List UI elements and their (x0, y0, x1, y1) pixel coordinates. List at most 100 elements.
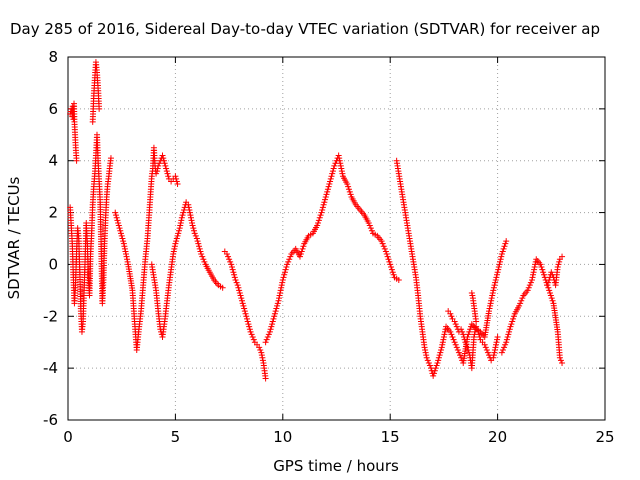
data-point (163, 168, 170, 175)
data-point-marker (439, 339, 446, 346)
data-point-marker (274, 300, 281, 307)
data-point-marker (287, 253, 294, 260)
data-point-marker (268, 323, 275, 330)
data-point-marker (390, 271, 397, 278)
data-point (331, 162, 338, 169)
data-point-marker (368, 227, 375, 234)
data-point-marker (454, 346, 461, 353)
data-point-marker (196, 243, 203, 250)
data-point (455, 349, 462, 356)
data-point-marker (500, 245, 507, 252)
data-point-marker (336, 155, 343, 162)
data-point (556, 354, 563, 361)
data-point (395, 276, 402, 283)
data-point-marker (297, 251, 304, 258)
data-point (112, 209, 119, 216)
data-point-marker (264, 334, 271, 341)
data-point-marker (476, 334, 483, 341)
data-point-marker (494, 336, 501, 343)
data-point-marker (502, 341, 509, 348)
data-point-marker (525, 284, 532, 291)
data-point-marker (457, 352, 464, 359)
data-point-marker (238, 295, 245, 302)
data-point (296, 253, 303, 260)
data-point (475, 328, 482, 335)
data-point-marker (270, 315, 277, 322)
data-point-marker (199, 253, 206, 260)
data-point-marker (461, 336, 468, 343)
data-point (245, 321, 252, 328)
x-tick-label: 10 (273, 428, 292, 446)
data-point-marker (175, 230, 182, 237)
data-point-marker (121, 245, 128, 252)
data-point-marker (273, 305, 280, 312)
data-point-marker (241, 308, 248, 315)
data-point-marker (529, 274, 536, 281)
data-point-marker (186, 209, 193, 216)
data-point-marker (246, 323, 253, 330)
data-point-marker (547, 292, 554, 299)
y-tick-label: 2 (48, 204, 58, 222)
data-point-marker (178, 217, 185, 224)
data-point-marker (545, 279, 552, 286)
data-point-marker (439, 341, 446, 348)
data-point (153, 170, 160, 177)
data-point (228, 261, 235, 268)
series-1 (67, 131, 114, 335)
data-point (279, 276, 286, 283)
data-point-marker (337, 160, 344, 167)
data-point (271, 313, 278, 320)
data-point-marker (170, 248, 177, 255)
data-point-marker (431, 370, 438, 377)
y-tick-label: 4 (48, 152, 58, 170)
data-point-marker (422, 346, 429, 353)
data-point-marker (490, 352, 497, 359)
data-point-marker (453, 344, 460, 351)
series-9 (468, 289, 480, 325)
y-tick-label: -2 (43, 307, 58, 325)
data-point (490, 287, 497, 294)
data-point-marker (163, 165, 170, 172)
data-point-marker (452, 321, 459, 328)
series-2 (89, 59, 103, 125)
data-point-marker (545, 284, 552, 291)
data-point (438, 344, 445, 351)
data-point-marker (122, 251, 129, 258)
data-point (256, 344, 263, 351)
data-point-marker (449, 334, 456, 341)
data-point (155, 162, 162, 169)
data-point-marker (259, 357, 266, 364)
data-point-marker (171, 243, 178, 250)
data-point-marker (466, 328, 473, 335)
x-tick-label: 15 (381, 428, 400, 446)
data-point-marker (497, 256, 504, 263)
data-point-marker (491, 349, 498, 356)
data-point-marker (337, 162, 344, 169)
data-point (451, 339, 458, 346)
data-point-marker (379, 240, 386, 247)
data-point-marker (383, 251, 390, 258)
data-point-marker (488, 297, 495, 304)
data-point-marker (272, 308, 279, 315)
data-point-marker (299, 245, 306, 252)
data-point-marker (530, 269, 537, 276)
data-point-marker (557, 357, 564, 364)
data-point-marker (539, 266, 546, 273)
data-point-marker (162, 162, 169, 169)
data-point-marker (122, 248, 129, 255)
data-point (174, 181, 181, 188)
data-point-marker (278, 284, 285, 291)
data-point-marker (330, 165, 337, 172)
data-point-marker (503, 336, 510, 343)
data-point-marker (498, 253, 505, 260)
data-point (458, 326, 465, 333)
data-point-marker (257, 346, 264, 353)
axis-ticks: 0 5 10 15 20 25 -6 -4 -2 0 2 4 6 8 (43, 48, 615, 446)
data-point-marker (452, 341, 459, 348)
data-point (232, 276, 239, 283)
data-point-marker (510, 315, 517, 322)
data-point-marker (549, 297, 556, 304)
data-point (483, 346, 490, 353)
data-point-marker (548, 295, 555, 302)
data-point-marker (179, 212, 186, 219)
